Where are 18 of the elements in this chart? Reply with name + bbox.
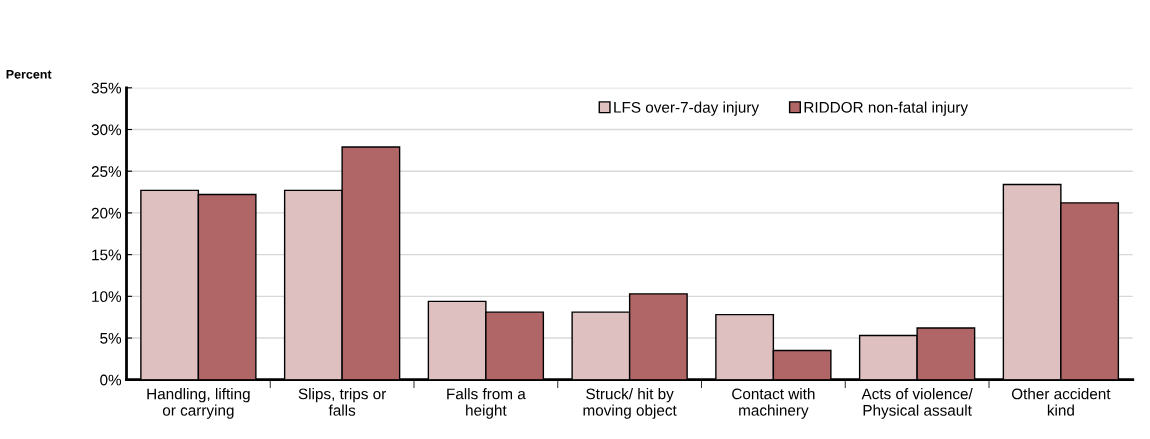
x-tick-label: Contact with machinery [732,388,815,419]
y-tick-label: 15% [92,249,122,261]
legend-label: RIDDOR non-fatal injury [804,101,969,116]
y-tick-label: 30% [91,124,122,136]
y-tick-label: 25% [91,166,122,177]
y-tick-label: 35% [91,82,122,94]
x-tick-label: Slips, trips or falls [298,388,387,416]
y-tick-label: 0% [100,374,122,386]
x-tick-label: Acts of violence/ Physical assault [861,388,973,419]
y-tick-label: 5% [100,332,122,344]
x-tick-label: Other accident kind [1011,388,1111,416]
x-tick-label: Struck/ hit by moving object [583,388,677,419]
legend-label: LFS over-7-day injury [614,101,760,116]
y-tick-label: 20% [91,207,122,219]
y-axis-title: Percent [6,70,52,79]
x-tick-label: Falls from a height [447,388,526,419]
x-tick-label: Handling, lifting or carrying [147,388,250,419]
y-tick-label: 10% [92,291,122,303]
